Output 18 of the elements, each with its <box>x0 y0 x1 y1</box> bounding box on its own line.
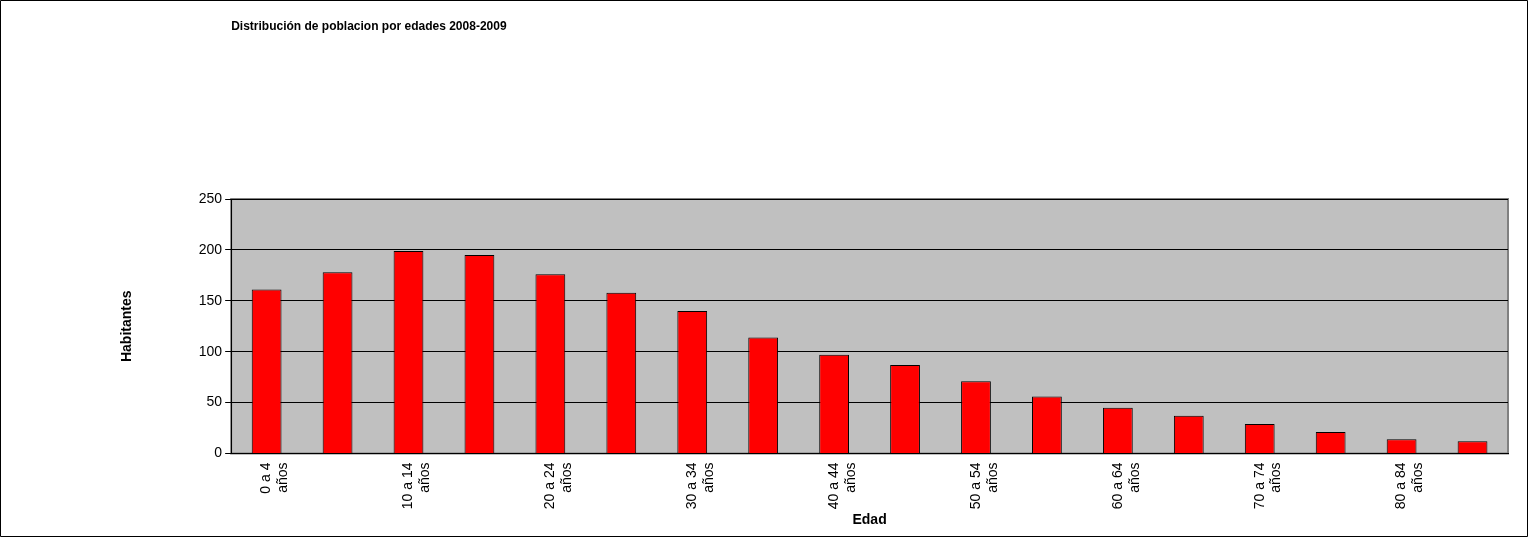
x-tick-label: 80 a 84 años <box>1392 462 1426 510</box>
x-tick-label: 40 a 44 años <box>824 462 858 510</box>
x-tick-label: 50 a 54 años <box>966 462 1000 510</box>
x-tick-label: 60 a 64 años <box>1108 462 1142 510</box>
y-tick-label: 150 <box>198 291 223 308</box>
y-tick-label: 50 <box>206 393 223 410</box>
x-tick-label: 10 a 14 años <box>399 462 433 510</box>
y-tick-label: 200 <box>198 240 223 257</box>
x-tick-label: 20 a 24 años <box>541 462 575 510</box>
chart-title: Distribución de poblacion por edades 2008-2009 <box>231 19 507 34</box>
x-tick-label: 30 a 34 años <box>683 462 716 510</box>
x-axis-title: Edad <box>852 511 887 528</box>
y-axis-title: Habitantes <box>118 290 135 363</box>
x-tick-label: 70 a 74 años <box>1250 462 1284 510</box>
x-tick-label: 0 a 4 años <box>257 462 291 494</box>
y-tick-label: 0 <box>214 444 223 461</box>
y-tick-label: 100 <box>198 342 223 359</box>
y-tick-label: 250 <box>198 189 223 206</box>
